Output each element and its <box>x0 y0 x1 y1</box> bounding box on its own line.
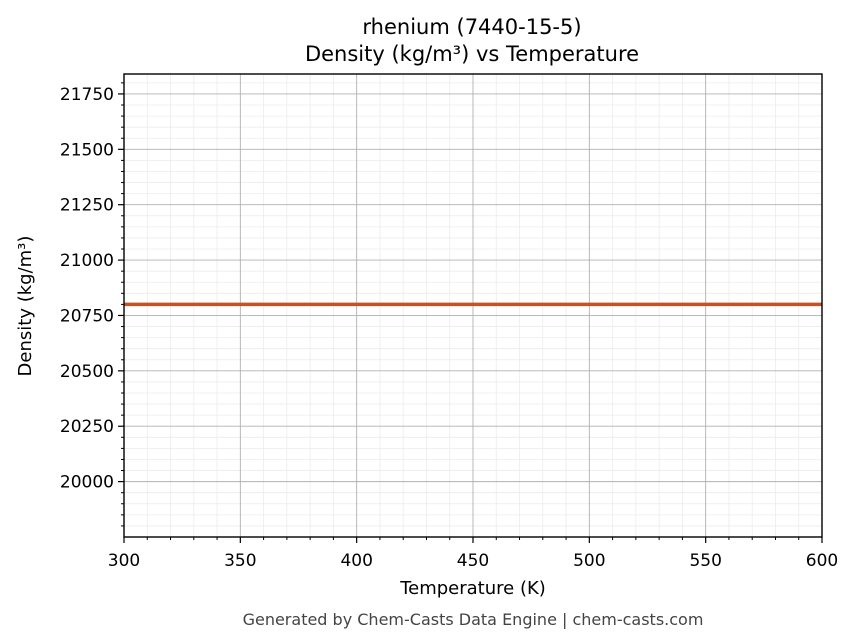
x-tick-label: 400 <box>340 551 372 571</box>
x-tick-label: 300 <box>108 551 140 571</box>
x-tick-label: 550 <box>689 551 721 571</box>
y-tick-label: 20750 <box>60 306 114 326</box>
y-axis-ticks: 20000 20250 20500 20750 21000 21250 21500 21750 <box>60 82 124 527</box>
x-axis-ticks: 300 350 400 450 500 550 600 <box>108 537 838 571</box>
y-tick-label: 21750 <box>60 85 114 105</box>
chart-title-line1: rhenium (7440-15-5) <box>362 15 581 39</box>
x-tick-label: 600 <box>806 551 838 571</box>
footer-credit: Generated by Chem-Casts Data Engine | ch… <box>243 610 704 629</box>
y-axis-label: Density (kg/m³) <box>15 236 36 377</box>
y-tick-label: 20250 <box>60 417 114 437</box>
y-tick-label: 21500 <box>60 140 114 160</box>
y-tick-label: 21250 <box>60 196 114 216</box>
y-tick-label: 20000 <box>60 473 114 493</box>
y-tick-label: 21000 <box>60 251 114 271</box>
x-tick-label: 500 <box>573 551 605 571</box>
x-tick-label: 350 <box>224 551 256 571</box>
chart-title-line2: Density (kg/m³) vs Temperature <box>305 42 639 66</box>
x-axis-label: Temperature (K) <box>399 578 546 599</box>
y-tick-label: 20500 <box>60 362 114 382</box>
x-tick-label: 450 <box>457 551 489 571</box>
